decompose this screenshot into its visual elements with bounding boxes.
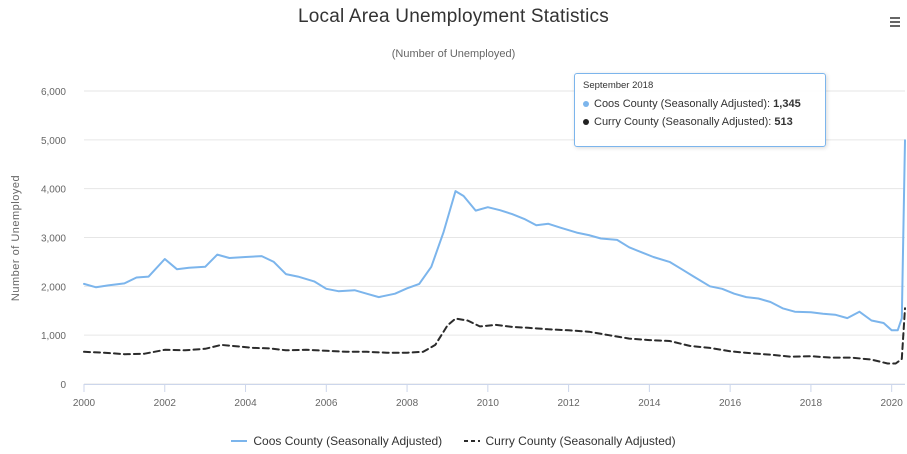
- series-line-curry: [83, 307, 906, 365]
- x-tick-label: 2020: [881, 398, 904, 409]
- chart-subtitle: (Number of Unemployed): [391, 48, 516, 60]
- tooltip: September 2018 Coos County (Seasonally A…: [574, 73, 826, 147]
- tooltip-row-curry: Curry County (Seasonally Adjusted): 513: [583, 113, 817, 131]
- tooltip-coos-value: 1,345: [773, 98, 801, 110]
- y-axis-label: Number of Unemployed: [10, 175, 22, 301]
- x-tick-label: 2006: [315, 398, 338, 409]
- legend-curry-label: Curry County (Seasonally Adjusted): [485, 434, 676, 448]
- y-axis: 0 1,000 2,000 3,000 4,000 5,000 6,000: [41, 87, 66, 391]
- legend-solid-line-icon: [231, 440, 248, 442]
- legend-item-curry[interactable]: Curry County (Seasonally Adjusted): [463, 434, 676, 448]
- y-tick-label: 0: [60, 380, 66, 391]
- y-tick-label: 1,000: [41, 331, 66, 342]
- x-tick-label: 2014: [638, 398, 661, 409]
- x-tick-label: 2016: [719, 398, 742, 409]
- tooltip-curry-value: 513: [774, 116, 793, 128]
- chart-title: Local Area Unemployment Statistics: [298, 6, 609, 27]
- x-tick-label: 2010: [477, 398, 500, 409]
- x-tick-label: 2018: [800, 398, 823, 409]
- x-tick-label: 2004: [234, 398, 257, 409]
- legend-item-coos[interactable]: Coos County (Seasonally Adjusted): [231, 434, 442, 448]
- tooltip-curry-label: Curry County (Seasonally Adjusted):: [594, 116, 772, 128]
- y-tick-label: 5,000: [41, 136, 66, 147]
- x-tick-label: 2012: [557, 398, 580, 409]
- y-tick-label: 4,000: [41, 185, 66, 196]
- tooltip-row-coos: Coos County (Seasonally Adjusted): 1,345: [583, 95, 817, 113]
- x-tick-label: 2000: [73, 398, 96, 409]
- legend-dashed-line-icon: [463, 440, 480, 442]
- coos-marker-icon: [583, 101, 589, 108]
- tooltip-date: September 2018: [583, 80, 654, 91]
- x-tick-label: 2008: [396, 398, 419, 409]
- legend: Coos County (Seasonally Adjusted) Curry …: [0, 432, 907, 448]
- y-tick-label: 3,000: [41, 234, 66, 245]
- x-axis: 2000 2002 2004 2006 2008 2010 2012 2014 2016 2018…: [73, 384, 905, 409]
- y-tick-label: 6,000: [41, 87, 66, 98]
- series-line-coos: [83, 139, 906, 332]
- tooltip-coos-label: Coos County (Seasonally Adjusted):: [594, 98, 771, 110]
- x-tick-label: 2002: [154, 398, 177, 409]
- curry-marker-icon: [583, 119, 589, 126]
- hamburger-menu-icon[interactable]: [890, 17, 900, 29]
- legend-coos-label: Coos County (Seasonally Adjusted): [253, 434, 443, 448]
- y-tick-label: 2,000: [41, 282, 66, 293]
- series-group: [83, 139, 906, 365]
- line-chart: 0 1,000 2,000 3,000 4,000 5,000 6,000 2000 2002…: [10, 87, 906, 409]
